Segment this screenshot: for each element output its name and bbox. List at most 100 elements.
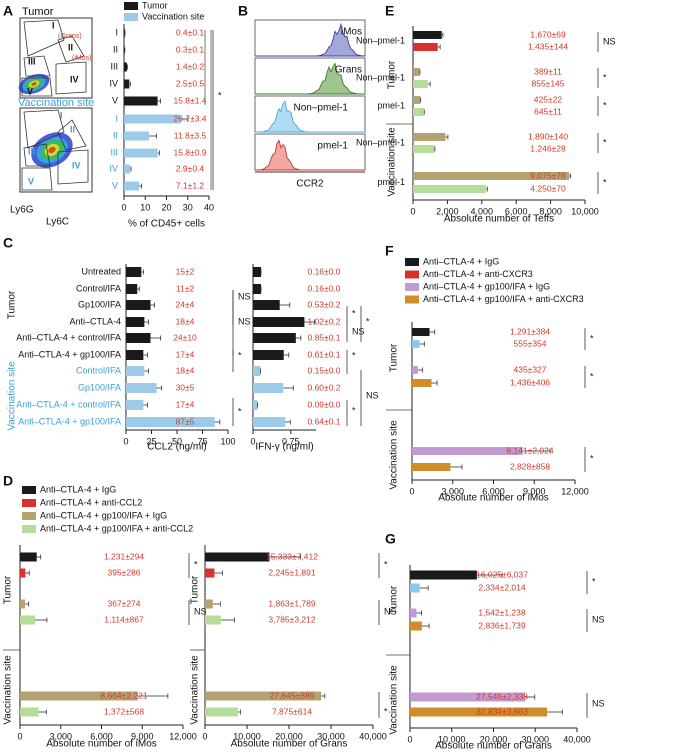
row-label: pmel-1 — [377, 177, 405, 187]
x-tick-label: 3,000 — [441, 486, 464, 496]
bar — [413, 172, 570, 180]
significance: NS — [194, 606, 207, 616]
legend-label: Anti–CTLA-4 + anti-CCL2 — [40, 497, 142, 507]
gate-name: (Grans) — [58, 33, 82, 40]
bar — [20, 707, 39, 717]
significance: * — [603, 100, 607, 110]
legend-label: Anti–CTLA-4 + IgG — [40, 484, 116, 494]
row-label: pmel-1 — [377, 100, 405, 110]
group-label: Tumor — [389, 343, 400, 372]
value-label: 1,372±568 — [104, 706, 144, 716]
significance: NS — [366, 390, 379, 400]
row-label: Non–pmel-1 — [356, 137, 405, 147]
bar — [412, 447, 523, 455]
bar — [412, 366, 418, 374]
row-label: Untreated — [81, 266, 121, 276]
flow-title: Tumor — [22, 6, 54, 18]
histogram — [254, 139, 365, 171]
value-label: 27,546±2,338 — [476, 691, 528, 701]
histogram-axis: CCR2 — [296, 179, 324, 190]
bar — [412, 328, 430, 336]
value-label: 11±2 — [176, 283, 194, 293]
bar — [205, 599, 213, 609]
bar — [20, 568, 26, 578]
legend-swatch — [124, 2, 138, 10]
x-tick-label: 40,000 — [563, 734, 591, 744]
bar — [20, 691, 138, 701]
value-label: 1,114±867 — [104, 614, 144, 624]
significance: * — [590, 333, 594, 343]
x-tick-label: 20 — [161, 202, 171, 212]
bar — [124, 181, 140, 191]
row-label: Anti–CTLA-4 + gp100/IFA — [18, 349, 121, 359]
x-axis-title: Absolute number of iMos — [46, 739, 157, 750]
bar — [253, 350, 284, 360]
x-tick-label: 0 — [410, 206, 415, 216]
panel-label: B — [238, 3, 248, 19]
value-label: 435±327 — [513, 364, 546, 374]
value-label: 0.16±0.0 — [307, 266, 340, 276]
bar — [412, 340, 420, 348]
x-tick-label: 9,000 — [523, 486, 546, 496]
flow-density — [31, 82, 37, 86]
panel-label: G — [385, 531, 396, 547]
x-tick-label: 30,000 — [317, 731, 345, 741]
value-label: 4,250±70 — [530, 183, 566, 193]
row-label: Control/IFA — [76, 283, 121, 293]
x-tick-label: 30 — [183, 202, 193, 212]
bar — [253, 383, 284, 393]
x-axis-title: Absolute number of Grans — [231, 739, 348, 750]
value-label: 9,075±76 — [530, 170, 566, 180]
flow-gate — [55, 61, 87, 95]
bar — [410, 583, 420, 593]
gate-label: II — [68, 42, 73, 52]
x-tick-label: 6,000 — [90, 731, 113, 741]
flow-gate — [21, 167, 53, 191]
histogram-label: Non–pmel-1 — [294, 103, 349, 114]
group-label: Vaccination site — [389, 420, 400, 490]
row-label: Gp100/IFA — [78, 299, 121, 309]
x-tick-label: 25 — [146, 436, 156, 446]
legend-swatch — [22, 525, 36, 533]
bar — [410, 570, 477, 580]
x-tick-label: 0 — [121, 202, 126, 212]
value-label: 87±5 — [176, 416, 195, 426]
x-tick-label: 0 — [202, 731, 207, 741]
histogram-label: iMos — [341, 27, 362, 38]
gate-name: (iMos) — [72, 55, 91, 62]
bar — [126, 417, 215, 427]
flow-gate — [23, 55, 51, 77]
bar — [412, 463, 451, 471]
bar — [413, 185, 487, 193]
x-tick-label: 10,000 — [438, 734, 466, 744]
gate-label: II — [70, 124, 75, 134]
legend-swatch — [22, 512, 36, 520]
bar — [126, 267, 142, 277]
x-tick-label: 40,000 — [359, 731, 387, 741]
row-label: Anti–CTLA-4 + control/IFA — [16, 399, 121, 409]
x-tick-label: 12,000 — [169, 731, 197, 741]
x-tick-label: 50 — [172, 436, 182, 446]
significance: NS — [384, 606, 397, 616]
x-tick-label: 4,000 — [471, 206, 494, 216]
value-label: 0.15±0.0 — [307, 365, 340, 375]
bar — [124, 114, 181, 124]
group-label: Tumor — [190, 575, 201, 604]
value-label: 32,834±3,663 — [476, 706, 528, 716]
x-axis-title: % of CD45+ cells — [128, 219, 205, 230]
flow-x-axis: Ly6C — [46, 217, 69, 228]
bar — [20, 615, 36, 625]
bar — [124, 45, 125, 55]
x-tick-label: 2,000 — [436, 206, 459, 216]
value-label: 2.9±0.4 — [176, 163, 205, 173]
bar — [253, 366, 261, 376]
value-label: 0.09±0.0 — [307, 399, 340, 409]
x-tick-label: 10 — [140, 202, 150, 212]
group-label: Tumor — [389, 585, 400, 614]
bar — [253, 417, 286, 427]
legend-label: Tumor — [142, 0, 168, 10]
legend-swatch — [22, 486, 36, 494]
significance: NS — [592, 614, 605, 624]
histogram — [255, 22, 366, 57]
